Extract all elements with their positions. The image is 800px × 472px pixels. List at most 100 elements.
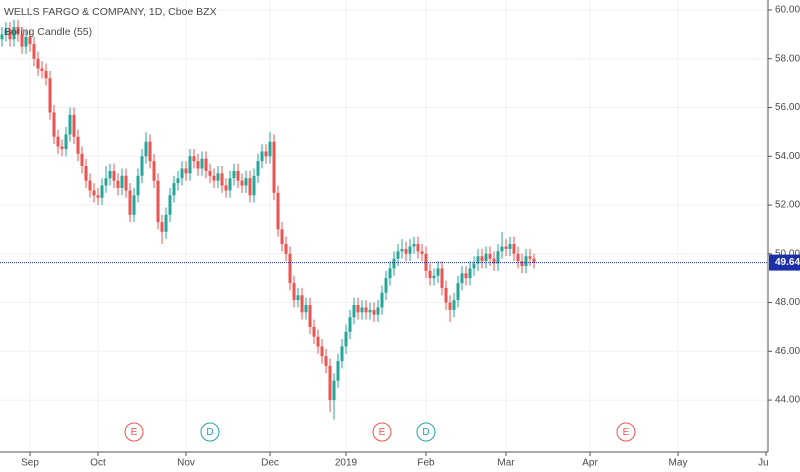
last-price-tag	[769, 254, 800, 271]
candle-body	[240, 180, 244, 186]
candle-body	[232, 170, 236, 179]
candle-body	[252, 175, 256, 196]
candle-body	[236, 170, 240, 181]
candle-body	[420, 251, 424, 254]
candle-body	[268, 141, 272, 157]
candle-body	[4, 29, 8, 35]
candle-body	[272, 141, 276, 193]
candle-body	[408, 246, 412, 254]
candle-body	[84, 166, 88, 181]
x-tick-label: Jun	[758, 458, 774, 469]
x-tick-label: Oct	[90, 458, 106, 469]
candle-body	[88, 180, 92, 191]
candle-body	[160, 222, 164, 232]
candle-body	[276, 192, 280, 230]
candle-body	[344, 331, 348, 347]
candle-body	[372, 309, 376, 315]
candle-body	[312, 326, 316, 337]
candle-body	[488, 253, 492, 259]
candle-body	[128, 190, 132, 215]
x-tick-label: Nov	[177, 458, 195, 469]
candle-body	[428, 270, 432, 279]
candle-body	[200, 158, 204, 169]
candle-body	[52, 112, 56, 137]
candle-body	[296, 295, 300, 301]
candle-body	[24, 36, 28, 47]
candle-body	[164, 214, 168, 232]
candle-body	[392, 258, 396, 269]
candle-body	[356, 304, 360, 313]
candle-body	[452, 300, 456, 310]
candle-body	[468, 268, 472, 279]
candle-body	[512, 244, 516, 254]
candle-body	[364, 307, 368, 313]
candle-body	[64, 134, 68, 149]
x-tick-label: Apr	[582, 458, 598, 469]
candle-body	[440, 268, 444, 288]
candle-body	[328, 365, 332, 401]
candle-body	[156, 180, 160, 223]
candle-body	[60, 146, 64, 149]
y-tick-label: 44.00	[775, 395, 800, 406]
candle-body	[500, 246, 504, 252]
candle-body	[188, 156, 192, 174]
candle-body	[144, 141, 148, 157]
y-axis-panel	[768, 0, 800, 472]
candle-body	[480, 256, 484, 262]
event-label: E	[131, 427, 138, 438]
candle-body	[388, 268, 392, 279]
y-tick-label: 48.00	[775, 297, 800, 308]
candle-body	[72, 114, 76, 137]
candle-body	[308, 304, 312, 327]
candle-body	[412, 244, 416, 247]
candle-body	[192, 156, 196, 162]
candle-body	[12, 27, 16, 40]
x-tick-label: Dec	[261, 458, 279, 469]
candle-body	[120, 175, 124, 188]
candle-body	[528, 256, 532, 259]
candle-body	[28, 36, 32, 45]
candle-body	[416, 244, 420, 252]
event-label: D	[206, 427, 213, 438]
candle-body	[116, 180, 120, 188]
event-marker	[200, 422, 220, 442]
candle-body	[204, 158, 208, 171]
candle-body	[212, 175, 216, 181]
candle-body	[288, 253, 292, 284]
candle-body	[404, 248, 408, 254]
candle-body	[348, 317, 352, 332]
event-label: D	[422, 427, 429, 438]
candle-body	[44, 70, 48, 79]
candle-body	[244, 178, 248, 186]
candle-body	[504, 246, 508, 249]
candle-body	[432, 275, 436, 279]
candle-body	[32, 44, 36, 59]
y-tick-label: 52.00	[775, 200, 800, 211]
candle-body	[228, 178, 232, 191]
axes-layer: 44.00 46.00 48.00 50.00 52.00 54.00 56.00 58.00…	[29, 5, 800, 456]
candle-body	[368, 309, 372, 313]
y-tick-label: 56.00	[775, 102, 800, 113]
candle-body	[448, 302, 452, 310]
last-price-label: 49.64	[775, 257, 800, 268]
candle-body	[472, 263, 476, 269]
candle-body	[516, 253, 520, 262]
candle-body	[96, 195, 100, 198]
candle-body	[136, 175, 140, 196]
candle-body	[284, 244, 288, 254]
candle-body	[292, 283, 296, 301]
y-tick-label: 54.00	[775, 151, 800, 162]
x-tick-label: Mar	[497, 458, 515, 469]
indicator-label: Boring Candle (55)	[4, 26, 92, 38]
candle-body	[316, 336, 320, 347]
candle-body	[100, 185, 104, 198]
candle-body	[300, 295, 304, 313]
grid-layer	[0, 0, 768, 452]
candle-body	[508, 244, 512, 249]
event-marker	[416, 422, 436, 442]
y-tick-label: 58.00	[775, 53, 800, 64]
candle-body	[40, 68, 44, 71]
candle-body	[140, 156, 144, 176]
chart-title: WELLS FARGO & COMPANY, 1D, Cboe BZX	[4, 6, 217, 18]
